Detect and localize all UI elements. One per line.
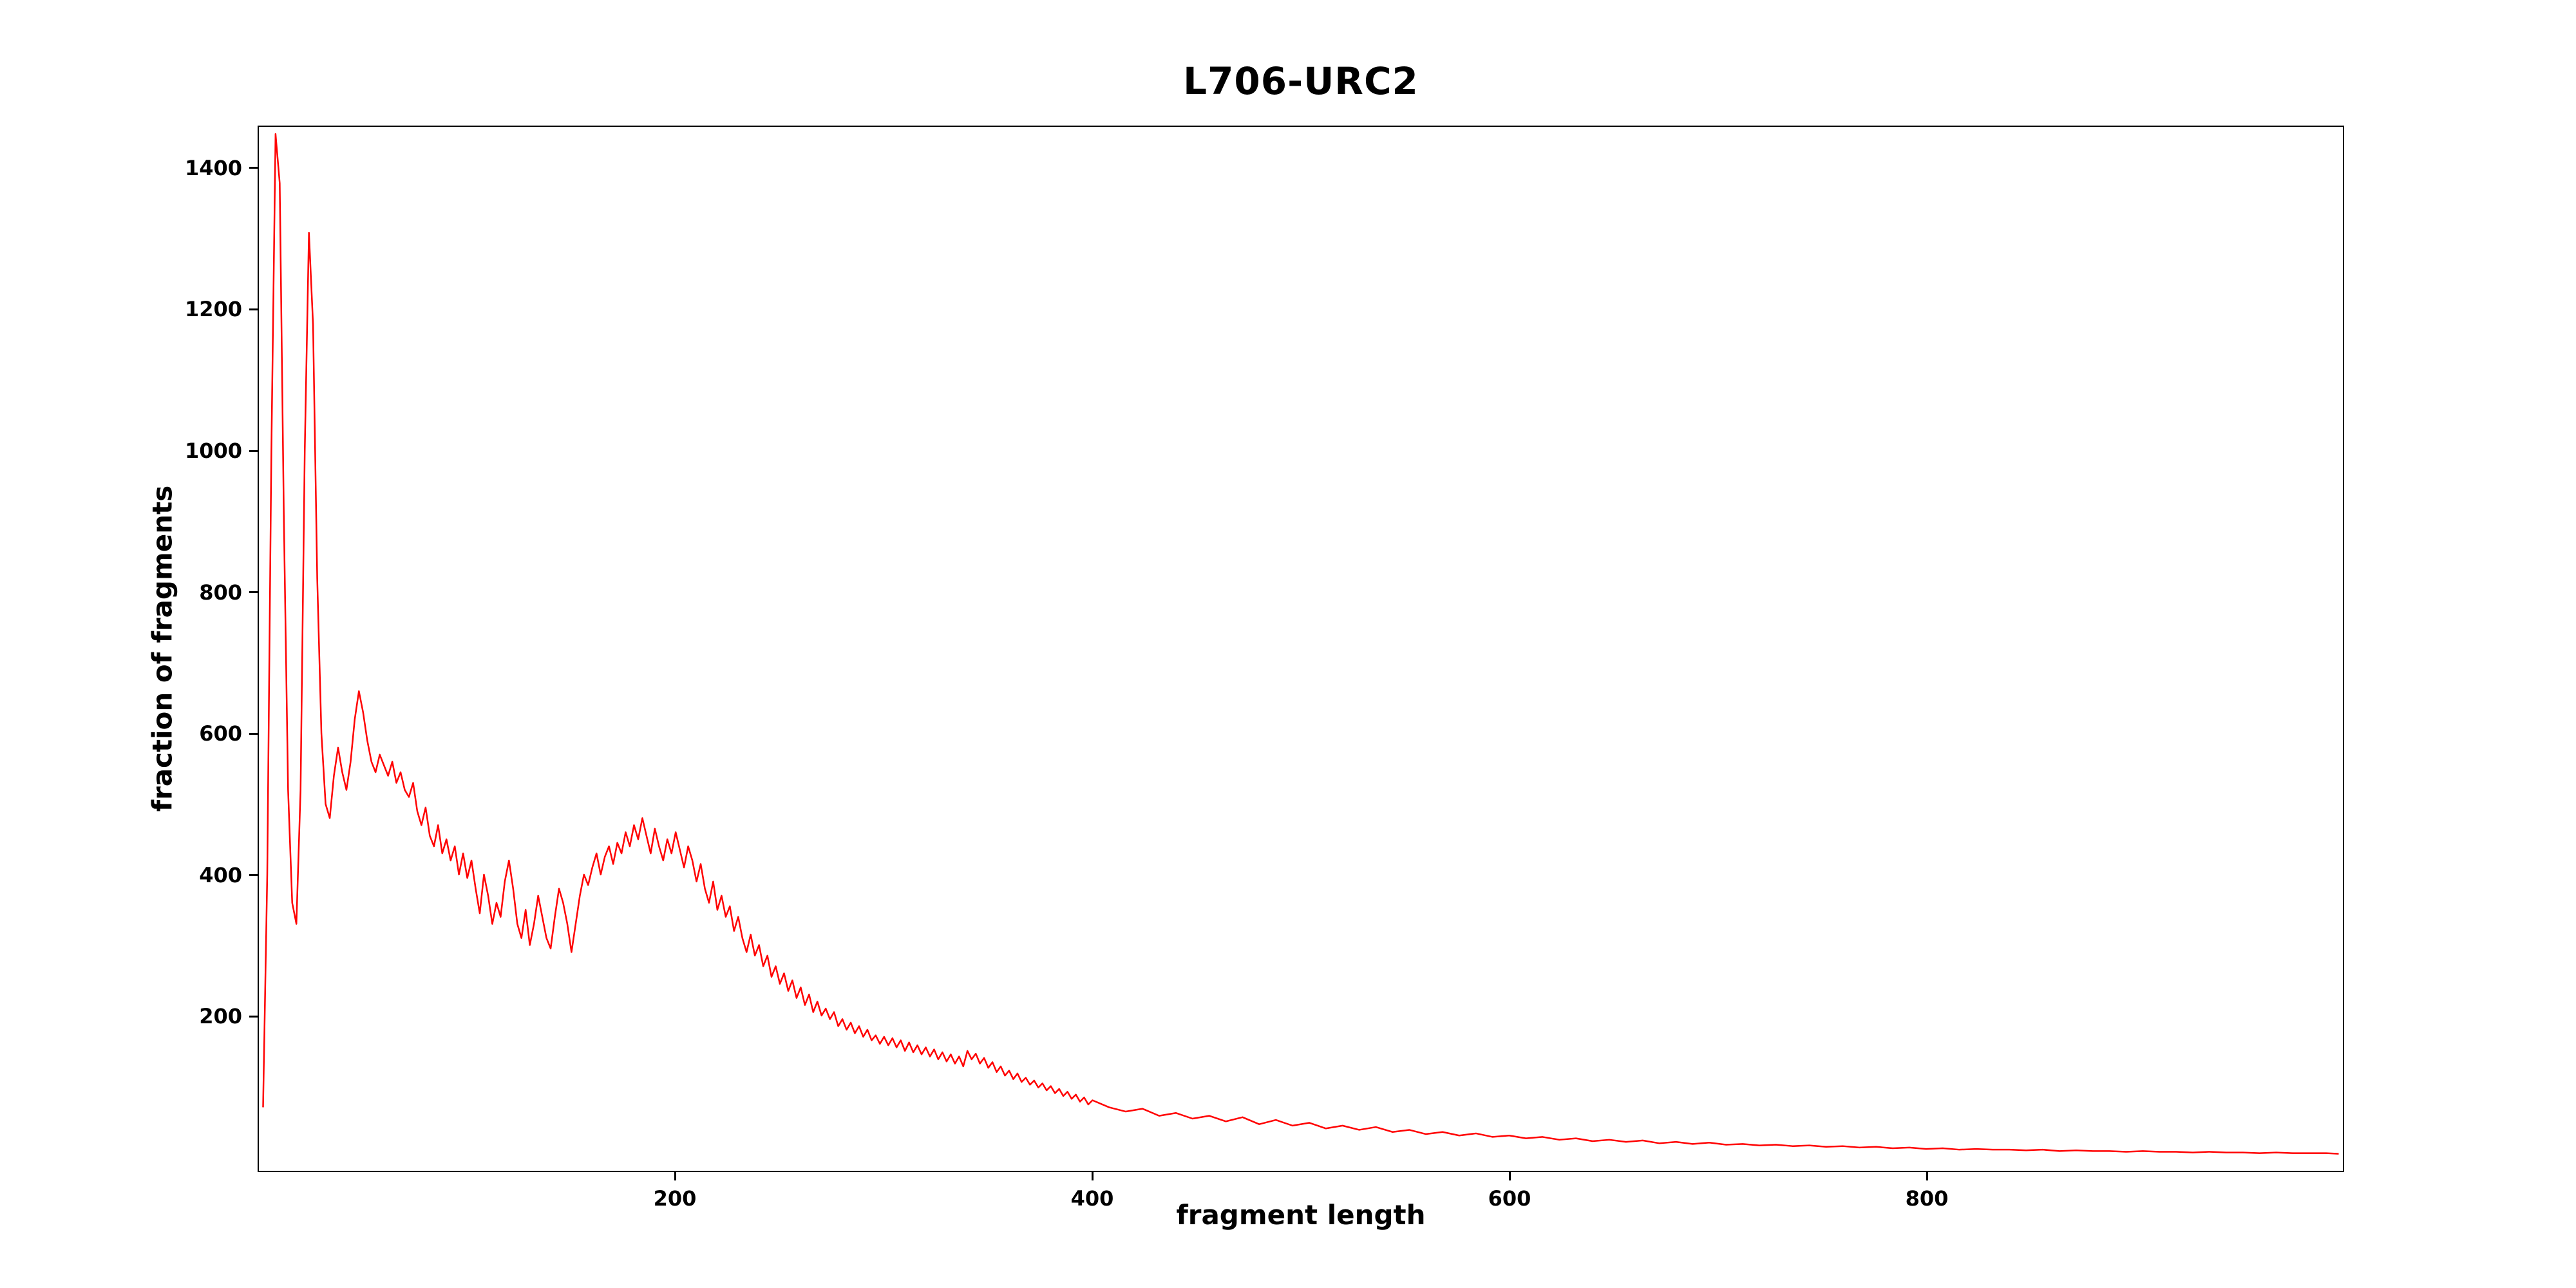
x-tick-mark bbox=[1508, 1172, 1511, 1180]
x-axis-label: fragment length bbox=[1176, 1199, 1426, 1231]
y-tick-label: 600 bbox=[199, 721, 242, 746]
y-tick-label: 1400 bbox=[184, 155, 242, 180]
y-tick-mark bbox=[249, 732, 258, 735]
x-tick-mark bbox=[1091, 1172, 1094, 1180]
plot-area bbox=[258, 126, 2344, 1172]
x-tick-label: 600 bbox=[1488, 1186, 1531, 1211]
x-tick-label: 800 bbox=[1905, 1186, 1949, 1211]
y-tick-label: 1000 bbox=[184, 439, 242, 464]
y-tick-label: 200 bbox=[199, 1004, 242, 1029]
y-tick-label: 400 bbox=[199, 862, 242, 887]
y-tick-label: 1200 bbox=[184, 297, 242, 322]
y-tick-mark bbox=[249, 874, 258, 876]
y-tick-label: 800 bbox=[199, 580, 242, 605]
data-line bbox=[262, 133, 2339, 1155]
line-series-svg bbox=[262, 133, 2339, 1155]
y-tick-mark bbox=[249, 167, 258, 169]
y-tick-mark bbox=[249, 591, 258, 594]
x-tick-label: 400 bbox=[1070, 1186, 1114, 1211]
y-tick-mark bbox=[249, 450, 258, 452]
y-tick-mark bbox=[249, 1015, 258, 1018]
x-tick-mark bbox=[674, 1172, 676, 1180]
x-tick-label: 200 bbox=[653, 1186, 697, 1211]
chart-title: L706-URC2 bbox=[1183, 59, 1419, 103]
x-tick-mark bbox=[1926, 1172, 1928, 1180]
y-axis-label: fraction of fragments bbox=[146, 485, 178, 812]
y-tick-mark bbox=[249, 308, 258, 310]
